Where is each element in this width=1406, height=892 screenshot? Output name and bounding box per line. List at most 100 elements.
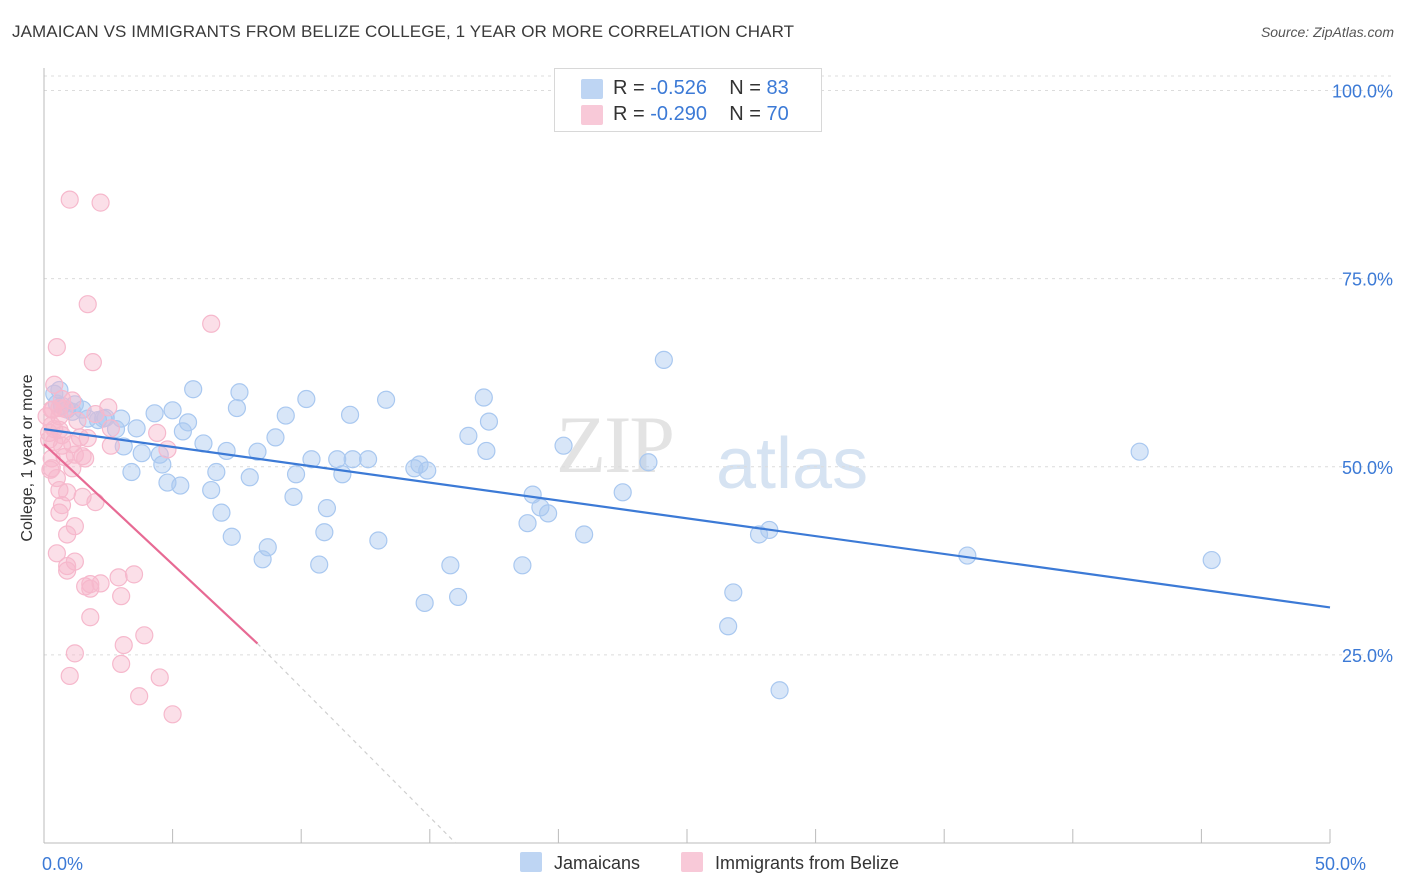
- legend-swatch-belize: [681, 852, 703, 872]
- point-jamaicans: [163, 401, 182, 420]
- point-belize: [78, 295, 97, 314]
- point-belize: [109, 568, 128, 587]
- point-jamaicans: [376, 390, 396, 409]
- point-jamaicans: [333, 465, 352, 484]
- point-jamaicans: [749, 525, 769, 544]
- point-belize: [81, 579, 100, 598]
- point-belize: [47, 338, 66, 357]
- point-belize: [91, 193, 110, 212]
- point-belize: [45, 375, 64, 394]
- trendline-belize-extension: [257, 643, 456, 844]
- point-jamaicans: [340, 405, 360, 424]
- point-belize: [124, 565, 144, 584]
- point-belize: [150, 668, 169, 687]
- point-belize: [86, 493, 105, 512]
- point-jamaicans: [171, 476, 190, 495]
- point-belize: [91, 574, 110, 593]
- point-belize: [65, 445, 84, 464]
- point-jamaicans: [127, 419, 146, 438]
- point-belize: [73, 447, 92, 466]
- point-jamaicans: [418, 461, 437, 480]
- n-label: N =: [729, 77, 767, 99]
- point-jamaicans: [227, 398, 246, 418]
- point-jamaicans: [153, 455, 172, 474]
- point-jamaicans: [448, 587, 468, 607]
- point-jamaicans: [369, 531, 388, 550]
- point-jamaicans: [276, 406, 295, 425]
- point-jamaicans: [258, 538, 277, 557]
- watermark-zip: ZIP: [556, 399, 675, 490]
- point-belize: [65, 517, 84, 536]
- legend-label-belize: Immigrants from Belize: [715, 853, 900, 873]
- point-belize: [78, 429, 97, 448]
- point-jamaicans: [202, 480, 221, 500]
- point-belize: [68, 411, 87, 430]
- point-jamaicans: [639, 453, 658, 472]
- point-jamaicans: [96, 408, 115, 427]
- point-jamaicans: [207, 462, 226, 482]
- point-jamaicans: [317, 499, 337, 518]
- point-belize: [65, 552, 84, 571]
- point-jamaicans: [724, 583, 743, 602]
- point-jamaicans: [297, 389, 316, 409]
- point-jamaicans: [474, 388, 493, 407]
- point-jamaicans: [575, 525, 594, 544]
- legend-item-belize[interactable]: Immigrants from Belize: [681, 852, 899, 874]
- point-belize: [130, 687, 149, 706]
- stats-text-jamaicans: R = -0.526 N = 83: [613, 77, 789, 100]
- point-jamaicans: [554, 436, 573, 455]
- y-tick-label: 50.0%: [1342, 458, 1393, 478]
- point-jamaicans: [343, 450, 362, 469]
- point-belize: [76, 449, 95, 468]
- point-belize: [81, 608, 100, 627]
- legend-item-jamaicans[interactable]: Jamaicans: [520, 852, 640, 874]
- r-label: R =: [613, 103, 651, 125]
- point-jamaicans: [217, 441, 236, 461]
- point-jamaicans: [106, 420, 126, 439]
- point-jamaicans: [253, 550, 272, 569]
- stats-swatch-jamaicans: [581, 79, 603, 99]
- n-value-belize: 70: [766, 103, 789, 125]
- x-tick-label: 50.0%: [1315, 854, 1366, 874]
- point-jamaicans: [719, 617, 738, 636]
- point-belize: [47, 544, 66, 563]
- point-jamaicans: [240, 468, 259, 487]
- point-jamaicans: [230, 383, 249, 402]
- point-belize: [202, 314, 221, 333]
- point-jamaicans: [518, 514, 537, 533]
- point-jamaicans: [178, 413, 198, 432]
- stats-box: R = -0.526 N = 83 R = -0.290 N = 70: [554, 68, 822, 132]
- point-belize: [163, 705, 182, 724]
- point-jamaicans: [654, 350, 673, 369]
- point-jamaicans: [310, 555, 329, 574]
- chart-title: JAMAICAN VS IMMIGRANTS FROM BELIZE COLLE…: [12, 22, 795, 41]
- point-belize: [81, 575, 100, 594]
- point-jamaicans: [513, 556, 532, 575]
- r-value-jamaicans: -0.526: [650, 77, 707, 99]
- point-belize: [63, 459, 82, 478]
- point-jamaicans: [441, 556, 460, 575]
- y-tick-label: 75.0%: [1342, 270, 1393, 290]
- point-jamaicans: [459, 426, 478, 445]
- point-jamaicans: [248, 442, 267, 461]
- point-jamaicans: [302, 450, 321, 469]
- watermark-atlas: atlas: [716, 424, 869, 504]
- r-label: R =: [613, 77, 651, 99]
- point-jamaicans: [122, 462, 141, 482]
- point-belize: [63, 391, 82, 410]
- point-belize: [83, 353, 102, 372]
- y-tick-label: 25.0%: [1342, 646, 1393, 666]
- y-tick-label: 100.0%: [1332, 82, 1393, 102]
- point-belize: [60, 666, 79, 686]
- point-jamaicans: [145, 404, 164, 423]
- point-jamaicans: [613, 483, 632, 502]
- point-jamaicans: [1130, 442, 1149, 461]
- point-jamaicans: [184, 380, 203, 399]
- point-jamaicans: [479, 412, 499, 431]
- r-value-belize: -0.290: [650, 103, 707, 125]
- point-jamaicans: [358, 450, 378, 469]
- x-tick-label: 0.0%: [42, 854, 83, 874]
- point-jamaicans: [173, 422, 192, 441]
- point-jamaicans: [284, 487, 303, 506]
